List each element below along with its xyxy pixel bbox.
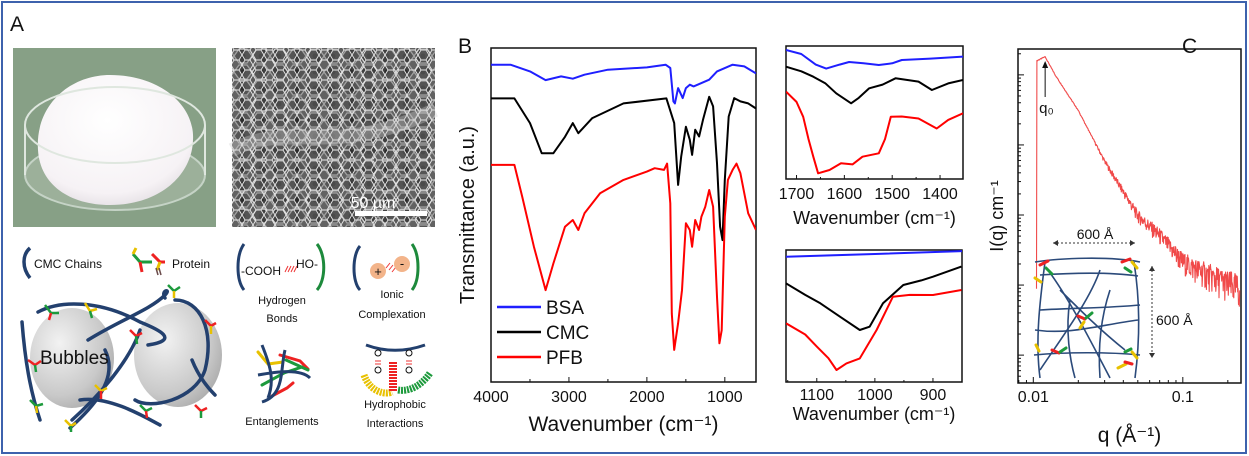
plot-frame [1017,48,1242,384]
peak-arrow-head [1042,61,1049,68]
ionic-plus: + [374,264,382,279]
hydrogen-bond-illustration: -COOH HO- Hydrogen Bonds [236,243,326,325]
x-tick-label: 1100 [800,387,835,404]
legend-protein-label: Protein [172,257,210,271]
series-line-pfb [491,162,756,351]
x-tick-label: 3000 [551,389,587,406]
ftir-inset-amide-plot: 1700 1600 1500 1400 Wavenumber (cm⁻¹) [779,45,964,228]
schematic-legend: CMC Chains Protein [22,246,210,280]
x-tick-label: 900 [920,387,947,404]
ionic-label-line1: Ionic [380,289,404,301]
series-line-bsa [786,49,963,70]
protein-icon [131,247,165,276]
series-line-bsa [786,250,962,258]
scale-bar-label: 50 µm [351,195,396,212]
entanglements-illustration: Entanglements [245,344,319,428]
x-tick-label: 1700 [779,186,815,203]
plot-frame [490,47,757,383]
bubbles-label: Bubbles [40,348,109,369]
width-label: 600 Å [1077,226,1114,242]
positive-ion-icon [370,263,386,279]
hydrophobic-label-line1: Hydrophobic [364,399,426,411]
network-illustration [1033,240,1155,379]
saxs-plot: 0.01 0.1 q (Å⁻¹) I(q) cm⁻¹ q₀ 600 Å 600 Å [987,48,1242,447]
series-line-saxs [1035,56,1241,307]
y-axis-label: I(q) cm⁻¹ [987,180,1007,252]
legend-label-cmc: CMC [546,323,589,344]
bubble [30,308,114,408]
ionic-minus: - [400,256,404,271]
panel-label-b: B [458,35,472,58]
x-axis-label: Wavenumber (cm⁻¹) [793,208,956,228]
x-tick-label: 0.1 [1172,389,1194,406]
x-tick-label: 1000 [857,387,893,404]
series-line-pfb [786,90,963,175]
panel-label-a: A [10,13,24,36]
hbond-cooh-label: -COOH [241,264,281,278]
hydrophobic-label-line2: Interactions [367,418,424,430]
ionic-label-line2: Complexation [358,309,425,321]
x-axis-label: Wavenumber (cm⁻¹) [793,404,956,424]
negative-ion-icon [394,256,410,272]
x-tick-label: 1600 [827,186,863,203]
x-tick-label: 0.01 [1018,389,1049,406]
scale-bar [355,211,427,216]
panel-label-c: C [1182,35,1197,58]
y-axis-label: Transmittance (a.u.) [457,126,479,304]
hbond-ho-label: HO- [296,257,318,271]
sem-image: 50 µm [228,48,439,227]
x-tick-label: 2000 [629,389,665,406]
bubbles-network-illustration: Bubbles [20,284,222,432]
entanglements-label: Entanglements [245,416,319,428]
series-line-pfb [786,289,962,371]
peak-label-q0: q₀ [1039,100,1054,117]
x-tick-label: 4000 [473,389,509,406]
legend-cmc-label: CMC Chains [34,257,102,271]
legend-label-bsa: BSA [546,298,584,319]
x-tick-label: 1500 [874,186,910,203]
height-label: 600 Å [1156,312,1193,328]
x-axis-label: Wavenumber (cm⁻¹) [529,413,719,436]
foam-photo [13,48,216,227]
hydrophobic-interactions-illustration: Hydrophobic Interactions [360,343,433,430]
hbond-label-line1: Hydrogen [258,295,306,307]
ftir-main-plot: 4000 3000 2000 1000 Wavenumber (cm⁻¹) Transmi… [457,47,757,436]
x-tick-label: 1400 [922,186,958,203]
legend-label-pfb: PFB [546,348,583,369]
series-line-cmc [786,265,962,331]
x-axis-label: q (Å⁻¹) [1098,424,1162,447]
series-line-cmc [491,95,756,242]
plot-frame [785,45,964,180]
series-line-cmc [786,65,963,105]
hbond-label-line2: Bonds [266,313,298,325]
x-tick-label: 1000 [707,389,743,406]
plot-frame [785,249,963,383]
ionic-complexation-illustration: + - Ionic Complexation [352,243,426,321]
series-line-bsa [491,63,756,105]
cmc-chain-icon [22,246,32,280]
